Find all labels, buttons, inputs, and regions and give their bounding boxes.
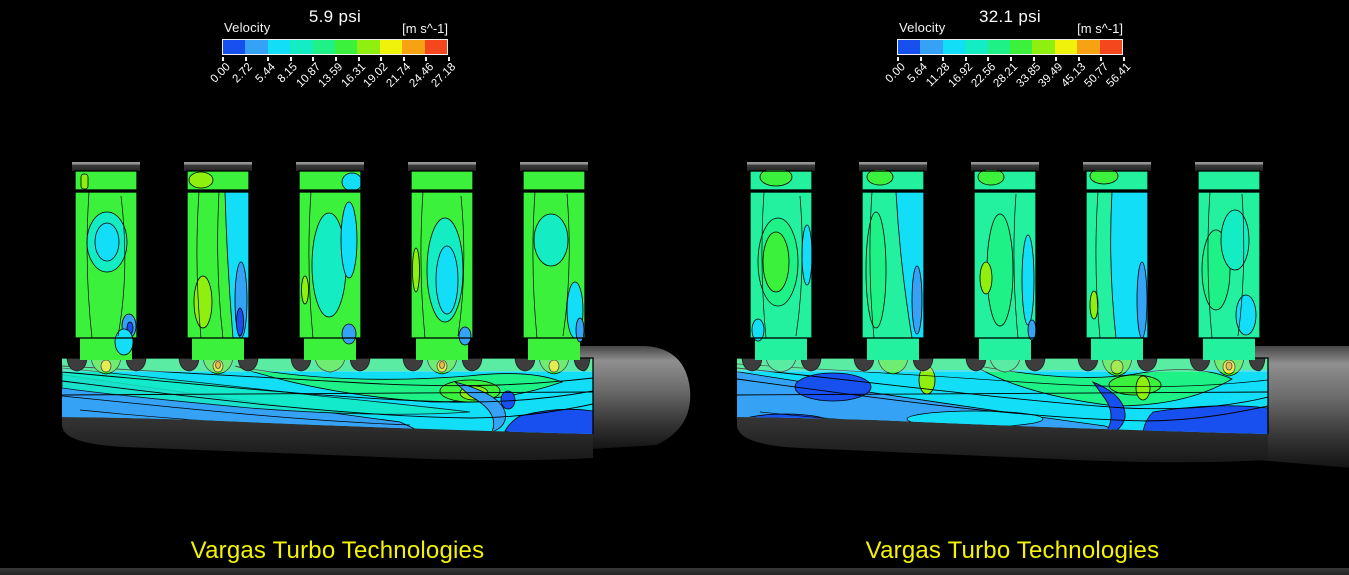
colorbar-tickmark [425,57,428,61]
runner-3 [971,162,1039,360]
colorbar-tickmark [1100,57,1103,61]
runner-sockets [66,357,591,372]
colorbar-segment [402,40,425,54]
colorbar-tickmark [1010,57,1012,61]
colorbar-tickmark [267,57,270,61]
colorbar-tick-label: 0.00 [883,61,908,86]
colorbar-segment [267,40,291,54]
colorbar-tick-label: 50.77 [1082,61,1111,90]
manifold-left[interactable] [58,162,691,461]
runner-1 [72,162,140,360]
colorbar-segment [312,40,336,54]
colorbar-segment [1099,40,1123,54]
colorbar-tick-label: 16.31 [339,61,369,90]
runner-3 [296,162,364,360]
colorbar-tickmark [312,57,315,61]
colorbar-segment [965,40,988,54]
colorbar-tick-label: 21.74 [384,61,414,90]
colorbar-segment [1010,40,1033,54]
colorbar-tick-label: 8.15 [275,61,301,86]
runner-2 [184,162,252,360]
colorbar-segment [290,40,313,54]
colorbar-tickmark [964,57,967,61]
colorbar-segment [245,40,268,54]
colorbar-segment [424,40,448,54]
colorbar-tick-label: 5.64 [905,61,931,86]
runner-4 [1083,162,1151,360]
colorbar-segment [335,40,358,54]
colorbar-tick-label: 22.56 [969,61,998,90]
runner-2 [859,162,927,360]
brand-text: Vargas Turbo Technologies [865,537,1160,564]
colorbar-tick-label: 16.92 [946,61,976,90]
legend-title: Velocity [224,20,271,35]
colorbar-segment [1077,40,1100,54]
colorbar-tickmark [357,57,360,61]
colorbar [897,39,1123,55]
legend-title: Velocity [899,20,946,35]
colorbar-tickmark [448,57,450,61]
colorbar-tickmark [222,57,224,61]
left-view: 5.9 psi Velocity [m s^-1] 0.00 2.72 5.44 8.… [190,7,485,564]
colorbar-tick-label: 5.44 [253,61,278,86]
colorbar-tickmark [1032,57,1035,61]
colorbar-segment [1054,40,1078,54]
colorbar-tick-label: 19.02 [361,61,391,90]
runner-sockets [741,357,1266,372]
colorbar-segment [223,40,246,54]
colorbar-segment [942,40,966,54]
brand-text: Vargas Turbo Technologies [190,537,485,564]
right-view: 32.1 psi Velocity [m s^-1] 0.00 5.64 11.28… [675,0,1349,575]
legend-units: [m s^-1] [402,21,448,36]
runner-4 [408,162,476,360]
colorbar [222,39,448,55]
colorbar-tickmark [1077,57,1080,61]
colorbar-segment [987,40,1011,54]
colorbar-tick-label: 39.49 [1036,61,1066,90]
runner-5 [520,162,588,360]
runner-1 [747,162,815,360]
colorbar-tickmark [919,57,922,61]
colorbar-segment [898,40,921,54]
colorbar-tickmark [402,57,405,61]
colorbar-tickmark [289,57,292,61]
runner-5 [1195,162,1263,360]
contour-scene[interactable] [0,150,1349,490]
colorbar-tick-label: 28.21 [991,61,1021,90]
colorbar-segment [379,40,403,54]
colorbar-tickmark [942,57,945,61]
colorbar-tickmark [380,57,383,61]
colorbar-tickmark [1055,57,1058,61]
colorbar-tick-label: 13.59 [316,61,346,90]
colorbar-tick-label: 11.28 [924,61,953,90]
window-bottom-strip [0,568,1349,575]
colorbar-tickmark [987,57,990,61]
colorbar-tickmark [1123,57,1125,61]
colorbar-tick-label: 45.13 [1059,61,1089,90]
colorbar-tick-label: 2.72 [230,61,256,86]
colorbar-tickmark [897,57,899,61]
colorbar-tick-label: 33.85 [1014,61,1044,90]
legend-units: [m s^-1] [1077,21,1123,36]
colorbar-tickmark [335,57,337,61]
colorbar-segment [920,40,943,54]
colorbar-tick-label: 56.41 [1104,61,1134,90]
colorbar-tick-label: 0.00 [208,61,233,86]
colorbar-tick-label: 27.18 [429,61,459,90]
colorbar-tick-label: 10.87 [294,61,323,90]
colorbar-segment [1032,40,1055,54]
colorbar-tickmark [244,57,247,61]
colorbar-tick-label: 24.46 [407,61,436,90]
colorbar-segment [357,40,380,54]
pressure-label: 5.9 psi [308,7,362,26]
pressure-label: 32.1 psi [979,7,1041,26]
manifold-right[interactable] [733,162,1349,470]
